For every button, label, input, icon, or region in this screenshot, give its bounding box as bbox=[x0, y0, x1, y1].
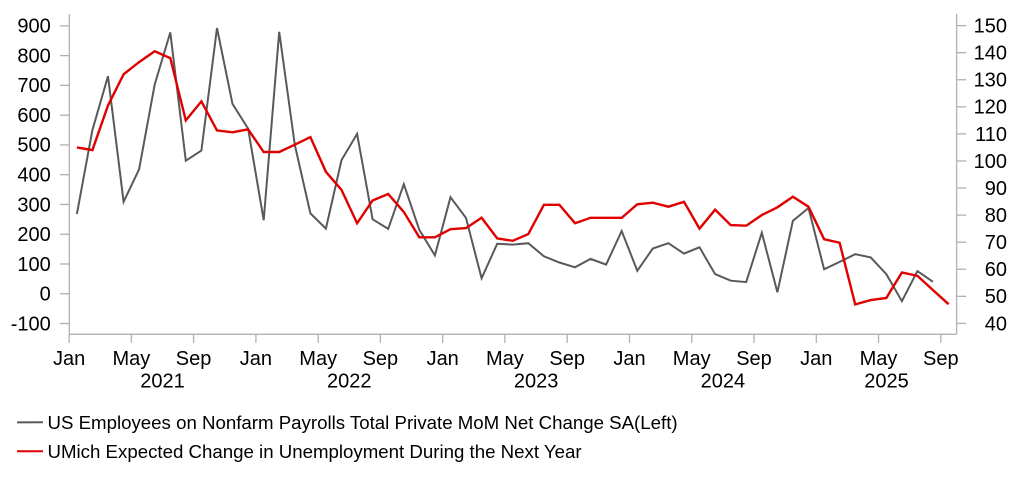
svg-text:-100: -100 bbox=[11, 313, 51, 335]
svg-text:Jan: Jan bbox=[800, 348, 832, 370]
svg-text:Jan: Jan bbox=[613, 348, 645, 370]
svg-text:90: 90 bbox=[985, 178, 1007, 200]
svg-text:60: 60 bbox=[985, 259, 1007, 281]
svg-text:70: 70 bbox=[985, 232, 1007, 254]
svg-text:UMich Expected Change in Unemp: UMich Expected Change in Unemployment Du… bbox=[48, 441, 582, 462]
svg-text:80: 80 bbox=[985, 205, 1007, 227]
svg-text:Jan: Jan bbox=[427, 348, 459, 370]
svg-text:100: 100 bbox=[974, 151, 1007, 173]
svg-text:Jan: Jan bbox=[53, 348, 85, 370]
svg-text:May: May bbox=[299, 348, 337, 370]
svg-text:US Employees on Nonfarm Payrol: US Employees on Nonfarm Payrolls Total P… bbox=[48, 412, 678, 433]
svg-text:Jan: Jan bbox=[240, 348, 272, 370]
svg-text:700: 700 bbox=[17, 75, 50, 97]
svg-text:2024: 2024 bbox=[701, 371, 746, 393]
svg-text:2023: 2023 bbox=[514, 371, 559, 393]
svg-text:120: 120 bbox=[974, 97, 1007, 119]
svg-text:May: May bbox=[486, 348, 524, 370]
svg-text:900: 900 bbox=[17, 16, 50, 38]
svg-text:110: 110 bbox=[975, 124, 1007, 146]
svg-text:May: May bbox=[113, 348, 151, 370]
svg-text:150: 150 bbox=[974, 16, 1007, 38]
svg-text:Sep: Sep bbox=[923, 348, 959, 370]
svg-text:600: 600 bbox=[17, 105, 50, 127]
svg-text:2022: 2022 bbox=[327, 371, 372, 393]
svg-text:Sep: Sep bbox=[549, 348, 585, 370]
svg-text:Sep: Sep bbox=[736, 348, 772, 370]
svg-text:800: 800 bbox=[17, 45, 50, 67]
svg-text:May: May bbox=[673, 348, 711, 370]
svg-text:2021: 2021 bbox=[140, 371, 185, 393]
svg-text:2025: 2025 bbox=[864, 371, 909, 393]
svg-text:50: 50 bbox=[985, 286, 1007, 308]
svg-text:Sep: Sep bbox=[363, 348, 399, 370]
svg-text:May: May bbox=[860, 348, 898, 370]
svg-text:200: 200 bbox=[17, 224, 50, 246]
svg-text:0: 0 bbox=[40, 284, 51, 306]
svg-text:100: 100 bbox=[17, 254, 50, 276]
svg-text:40: 40 bbox=[985, 313, 1007, 335]
svg-text:Sep: Sep bbox=[176, 348, 212, 370]
svg-text:130: 130 bbox=[974, 70, 1007, 92]
svg-text:300: 300 bbox=[17, 194, 50, 216]
svg-text:400: 400 bbox=[17, 165, 50, 187]
svg-text:140: 140 bbox=[974, 43, 1007, 65]
svg-text:500: 500 bbox=[17, 135, 50, 157]
